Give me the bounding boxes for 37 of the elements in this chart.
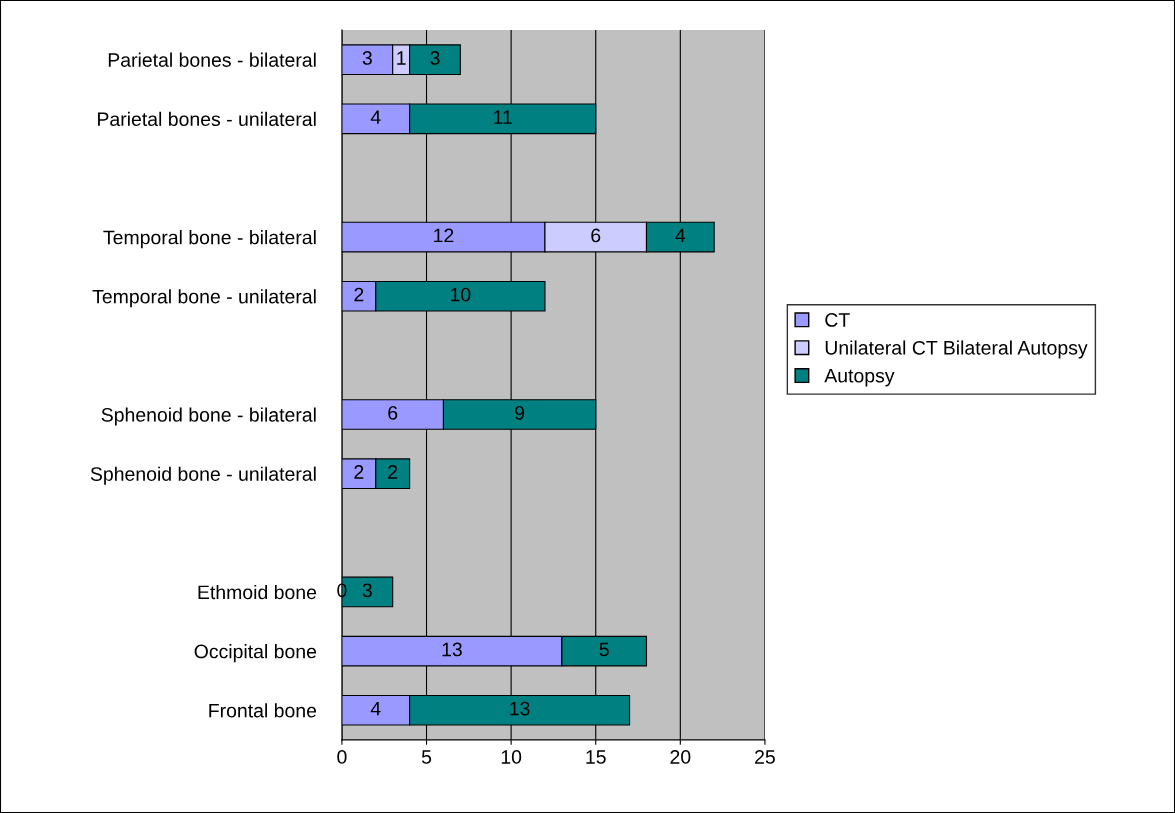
y-tick-label: Temporal bone - unilateral — [92, 289, 316, 308]
legend-label: Autopsy — [824, 368, 895, 387]
data-label: 2 — [354, 465, 364, 479]
x-tick-label: 15 — [586, 750, 606, 764]
data-label: 2 — [354, 287, 364, 302]
data-label: 13 — [442, 642, 462, 657]
data-label: 11 — [494, 110, 512, 124]
legend-label: Unilateral CT Bilateral Autopsy — [825, 340, 1088, 359]
legend-label: CT — [825, 313, 850, 327]
data-label: 3 — [430, 51, 440, 65]
data-label: 5 — [599, 642, 609, 657]
x-tick-label: 25 — [755, 750, 775, 764]
data-label: 6 — [388, 405, 398, 420]
y-tick-label: Parietal bones - unilateral — [98, 111, 316, 127]
data-label: 6 — [591, 228, 601, 243]
data-label: 4 — [370, 110, 381, 124]
y-tick-label: Frontal bone — [209, 703, 317, 718]
data-label: 4 — [370, 701, 381, 716]
data-label: 2 — [388, 465, 398, 479]
data-label: 12 — [434, 228, 454, 243]
y-tick-label: Ethmoid bone — [198, 584, 317, 600]
x-tick-label: 20 — [670, 750, 691, 764]
data-label: 3 — [362, 51, 372, 65]
data-label: 1 — [397, 51, 406, 65]
y-tick-label: Sphenoid bone - unilateral — [90, 466, 316, 485]
data-label: 3 — [362, 583, 372, 598]
y-tick-label: Occipital bone — [194, 644, 317, 663]
y-tick-label: Parietal bones - bilateral — [108, 52, 316, 67]
y-tick-label: Sphenoid bone - bilateral — [101, 407, 316, 426]
data-label: 4 — [675, 228, 686, 243]
x-tick-label: 0 — [337, 750, 347, 764]
y-tick-label: Temporal bone - bilateral — [103, 230, 316, 249]
x-tick-label: 5 — [421, 750, 432, 764]
x-tick-label: 10 — [501, 750, 522, 764]
data-label: 9 — [515, 405, 525, 420]
data-label: 10 — [451, 287, 471, 302]
data-label: 13 — [510, 701, 530, 716]
